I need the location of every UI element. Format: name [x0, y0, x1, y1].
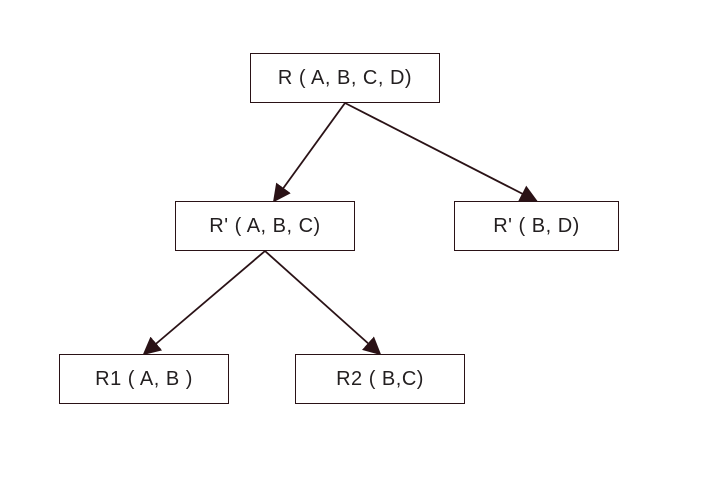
- node-label: R2 ( B,C): [336, 368, 424, 391]
- node-l2: R2 ( B,C): [295, 354, 465, 404]
- node-left: R' ( A, B, C): [175, 201, 355, 251]
- edge-arrow: [265, 251, 380, 354]
- edge-arrow: [144, 251, 265, 354]
- diagram-stage: R ( A, B, C, D) R' ( A, B, C) R' ( B, D)…: [0, 0, 701, 501]
- edge-arrow: [274, 103, 345, 201]
- node-label: R' ( A, B, C): [209, 215, 320, 238]
- edge-arrow: [345, 103, 537, 201]
- node-label: R ( A, B, C, D): [278, 67, 412, 90]
- node-l1: R1 ( A, B ): [59, 354, 229, 404]
- node-right: R' ( B, D): [454, 201, 619, 251]
- node-label: R' ( B, D): [493, 215, 580, 238]
- node-root: R ( A, B, C, D): [250, 53, 440, 103]
- node-label: R1 ( A, B ): [95, 368, 193, 391]
